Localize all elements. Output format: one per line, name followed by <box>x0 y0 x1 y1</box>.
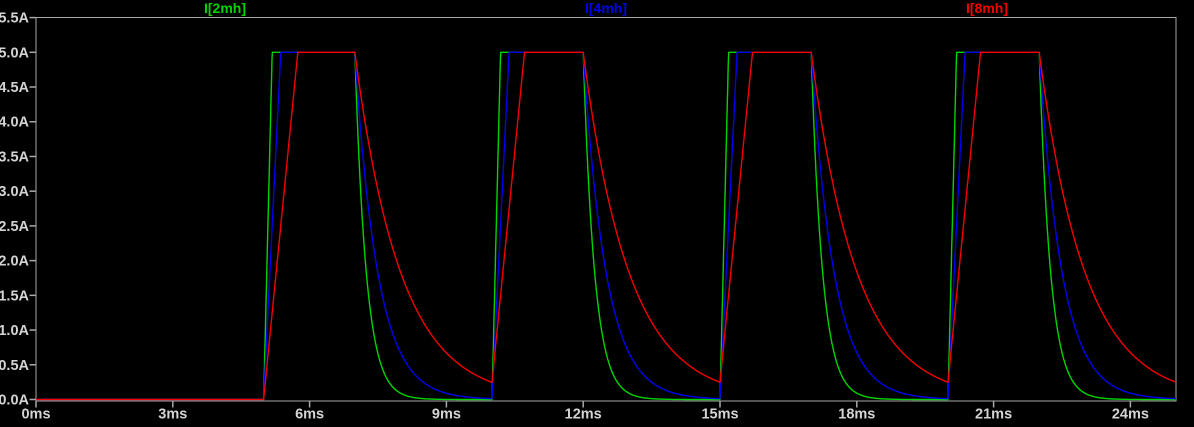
y-axis-tick-label: 3.0A <box>0 184 30 200</box>
y-axis-tick-label: 2.0A <box>0 254 30 270</box>
trace-label-i8mh[interactable]: I[8mh] <box>966 0 1008 16</box>
x-axis-tick-label: 21ms <box>975 407 1012 423</box>
y-axis-tick-label: 5.5A <box>0 11 30 27</box>
trace-i8mh[interactable] <box>35 51 1177 401</box>
y-axis-tick-label: 5.0A <box>0 45 30 61</box>
x-axis-tick-label: 12ms <box>565 407 602 423</box>
y-axis-tick-label: 0.5A <box>0 358 30 374</box>
plot-border <box>35 17 1177 402</box>
y-axis-tick-label: 4.5A <box>0 80 30 96</box>
x-axis-tick-label: 3ms <box>158 407 187 423</box>
y-axis-tick-label: 3.5A <box>0 149 30 165</box>
trace-label-i2mh[interactable]: I[2mh] <box>204 0 246 16</box>
x-axis-tick-label: 18ms <box>838 407 875 423</box>
x-axis-tick-label: 24ms <box>1112 407 1149 423</box>
x-axis-tick-label: 0ms <box>21 407 50 423</box>
x-axis-tick-label: 15ms <box>701 407 738 423</box>
y-axis-tick-label: 2.5A <box>0 219 30 235</box>
trace-label-i4mh[interactable]: I[4mh] <box>585 0 627 16</box>
y-axis-tick-label: 0.0A <box>0 393 30 409</box>
y-axis-tick-label: 1.0A <box>0 323 30 339</box>
y-axis-tick-label: 4.0A <box>0 115 30 131</box>
x-axis-tick-label: 6ms <box>295 407 324 423</box>
y-axis-tick-label: 1.5A <box>0 288 30 304</box>
trace-i2mh[interactable] <box>35 51 1177 401</box>
x-axis-tick-label: 9ms <box>432 407 461 423</box>
trace-i4mh[interactable] <box>35 51 1177 401</box>
